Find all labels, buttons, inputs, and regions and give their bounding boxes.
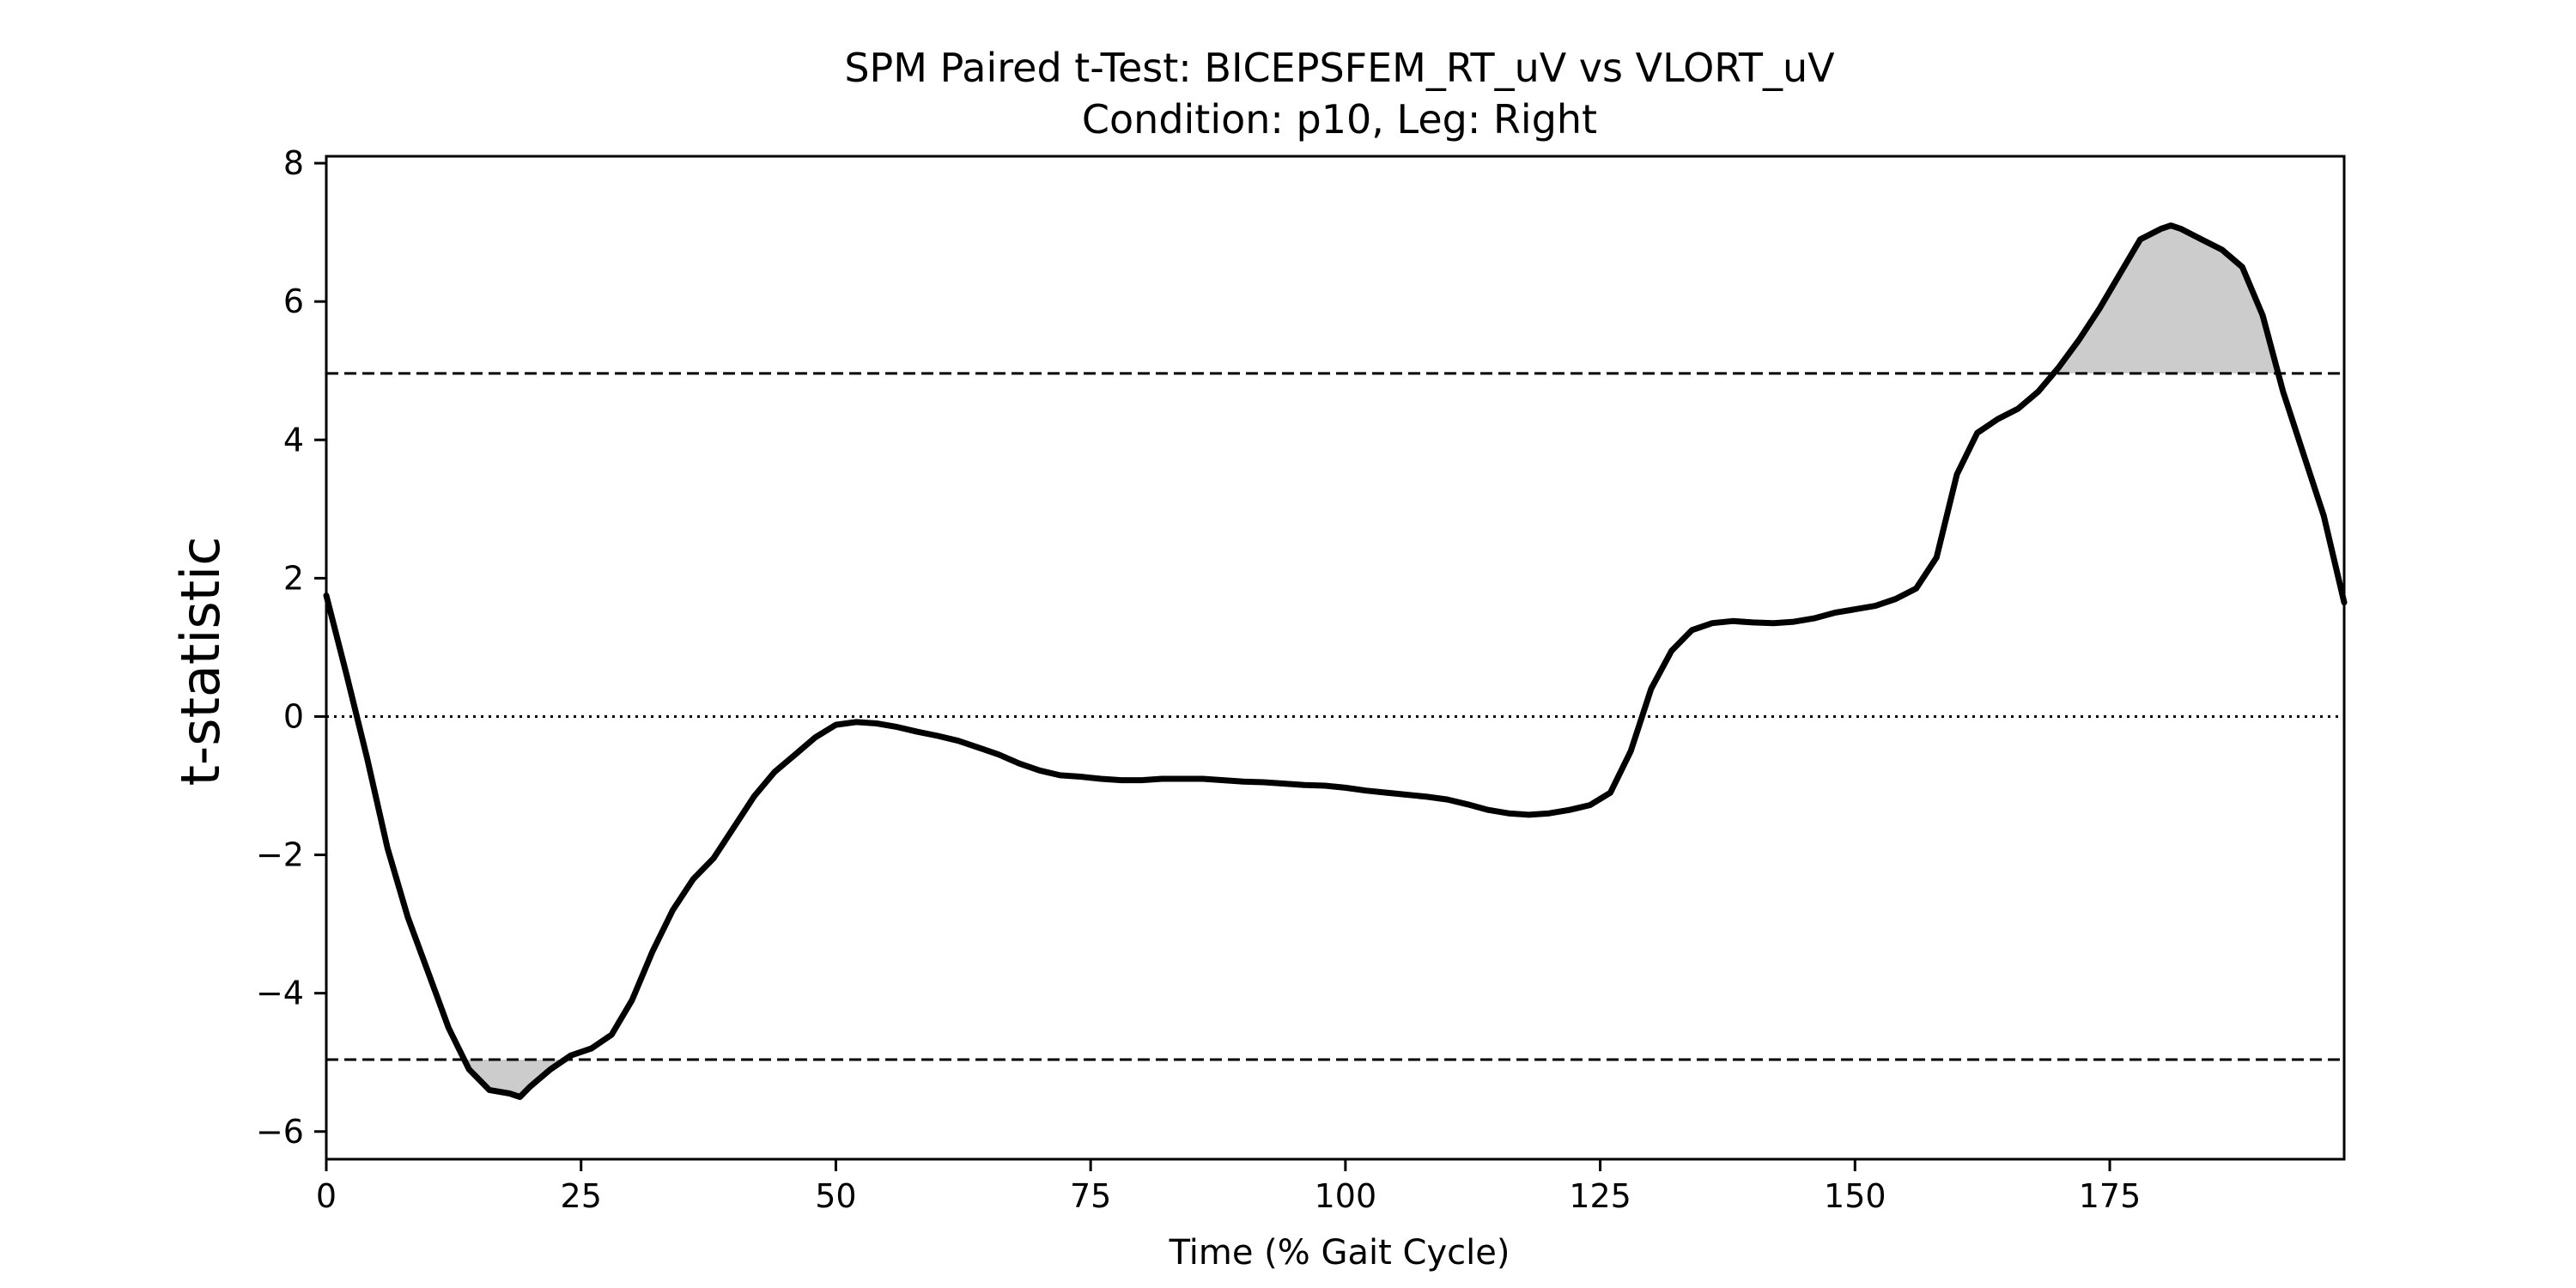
x-tick-label: 25: [561, 1177, 602, 1215]
y-tick-label: 6: [283, 283, 304, 320]
chart-title: SPM Paired t-Test: BICEPSFEM_RT_uV vs VL…: [844, 45, 1835, 91]
y-tick-label: 0: [283, 697, 304, 735]
y-axis-label: t-statistic: [169, 537, 232, 787]
x-tick-label: 150: [1824, 1177, 1886, 1215]
chart-subtitle: Condition: p10, Leg: Right: [1082, 96, 1597, 143]
x-axis: 0 25 50 75 100 125 150 175: [316, 1159, 2141, 1215]
y-tick-label: 8: [283, 144, 304, 182]
y-tick-label: −4: [256, 975, 304, 1012]
x-tick-label: 75: [1070, 1177, 1111, 1215]
x-tick-label: 125: [1569, 1177, 1631, 1215]
y-tick-label: −2: [256, 836, 304, 874]
x-tick-label: 175: [2079, 1177, 2142, 1215]
y-axis: −6 −4 −2 0 2 4 6 8: [256, 144, 326, 1151]
reference-lines: [326, 372, 2344, 1061]
x-tick-label: 0: [316, 1177, 337, 1215]
suprathreshold-cluster: [2053, 225, 2279, 374]
x-tick-label: 100: [1315, 1177, 1377, 1215]
x-tick-label: 50: [815, 1177, 856, 1215]
series-line: [323, 222, 2348, 1100]
significance-fills: [464, 225, 2279, 1097]
y-tick-label: 2: [283, 559, 304, 597]
y-tick-label: 4: [283, 421, 304, 459]
x-axis-label: Time (% Gait Cycle): [1169, 1233, 1510, 1273]
y-tick-label: −6: [256, 1113, 304, 1151]
plot-area-frame: [325, 155, 2346, 1161]
series-layer: [323, 222, 2348, 1100]
